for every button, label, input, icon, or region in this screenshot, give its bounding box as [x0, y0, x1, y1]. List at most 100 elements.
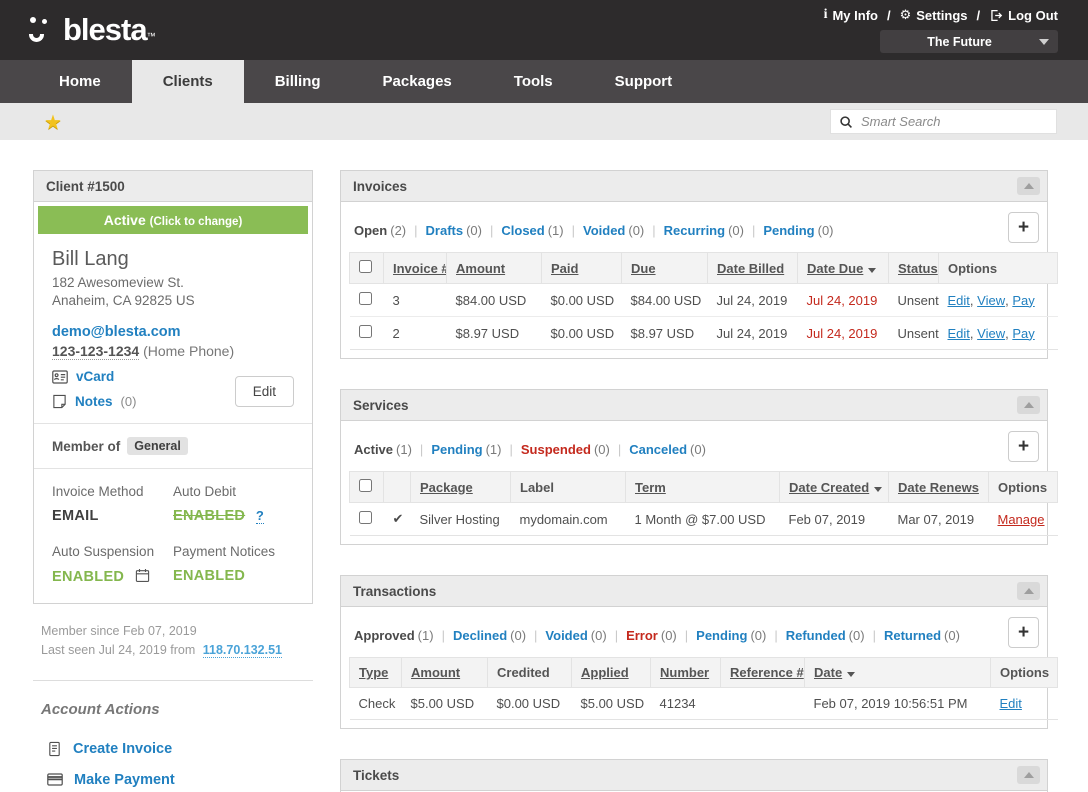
page-content: Client #1500 Active (Click to change) Bi… [0, 140, 1088, 792]
col-package[interactable]: Package [420, 479, 473, 495]
service-row-checkbox[interactable] [358, 511, 372, 524]
phone-number[interactable]: 123-123-1234 [52, 343, 140, 361]
col-amount[interactable]: Amount [411, 665, 461, 680]
status-label: Active [103, 212, 146, 228]
transactions-header-row: Type Amount Credited Applied Number Refe… [349, 657, 1058, 688]
overdue-date: Jul 24, 2019 [797, 283, 889, 317]
company-dropdown[interactable]: The Future [880, 30, 1058, 53]
col-invoice-number[interactable]: Invoice # [393, 260, 447, 276]
vcard-icon [52, 370, 68, 384]
filter-approved[interactable]: Approved (1) [354, 628, 434, 643]
my-info-link[interactable]: i My Info [823, 7, 878, 23]
tab-home[interactable]: Home [59, 73, 101, 90]
transaction-row: Check $5.00 USD $0.00 USD $5.00 USD 4123… [349, 687, 1058, 720]
add-invoice-button[interactable]: + [1008, 212, 1039, 243]
filter-voided[interactable]: Voided (0) [583, 223, 645, 238]
col-applied[interactable]: Applied [581, 665, 629, 680]
invoice-row-checkbox[interactable] [358, 292, 372, 305]
auto-suspension-cell: Auto Suspension ENABLED [52, 544, 173, 585]
collapse-transactions-button[interactable] [1017, 582, 1040, 600]
payment-notices-cell: Payment Notices ENABLED [173, 544, 294, 585]
invoice-method-label: Invoice Method [52, 484, 144, 500]
filter-active[interactable]: Active (1) [354, 442, 412, 457]
favorite-star-icon[interactable]: ★ [44, 109, 62, 134]
tab-support[interactable]: Support [614, 73, 673, 90]
blesta-logo: blesta ™ [28, 14, 156, 45]
log-out-link[interactable]: Log Out [989, 8, 1058, 23]
action-create-invoice[interactable]: Create Invoice [47, 741, 305, 757]
filter-open[interactable]: Open (2) [354, 223, 407, 238]
calendar-icon[interactable] [135, 568, 150, 583]
invoice-view-link[interactable]: View [977, 293, 1012, 308]
col-options: Options [998, 479, 1048, 495]
action-make-payment[interactable]: Make Payment [47, 772, 305, 788]
client-sidebar: Client #1500 Active (Click to change) Bi… [33, 170, 313, 792]
invoice-row-checkbox[interactable] [358, 325, 372, 338]
filter-declined[interactable]: Declined (0) [452, 628, 527, 643]
filter-pending[interactable]: Pending (0) [696, 628, 767, 643]
col-term[interactable]: Term [635, 479, 666, 495]
collapse-invoices-button[interactable] [1017, 177, 1040, 195]
collapse-arrow-icon [1023, 183, 1034, 189]
col-date[interactable]: Date [814, 665, 843, 680]
vcard-link[interactable]: vCard [76, 369, 115, 385]
col-paid[interactable]: Paid [551, 260, 579, 276]
client-settings-grid: Invoice Method EMAIL Auto Debit ENABLED … [34, 468, 312, 603]
col-number[interactable]: Number [660, 665, 710, 680]
tab-clients[interactable]: Clients [131, 60, 244, 103]
auto-suspension-value: ENABLED [52, 569, 125, 586]
add-transaction-button[interactable]: + [1008, 617, 1039, 648]
last-seen-ip-link[interactable]: 118.70.132.51 [202, 643, 282, 659]
col-date-billed[interactable]: Date Billed [717, 260, 785, 276]
add-service-button[interactable]: + [1008, 431, 1039, 462]
invoice-edit-link[interactable]: Edit [948, 293, 978, 308]
settings-link[interactable]: ⚙ Settings [899, 7, 968, 23]
col-status[interactable]: Status [898, 260, 938, 276]
filter-closed[interactable]: Closed (1) [501, 223, 564, 238]
edit-client-button[interactable]: Edit [234, 376, 294, 408]
filter-recurring[interactable]: Recurring (0) [663, 223, 744, 238]
client-status-bar[interactable]: Active (Click to change) [38, 206, 308, 234]
tab-packages[interactable]: Packages [382, 73, 452, 90]
filter-pending[interactable]: Pending (0) [763, 223, 834, 238]
filter-error[interactable]: Error (0) [626, 628, 677, 643]
payment-notices-value: ENABLED [173, 568, 246, 585]
col-date-renews[interactable]: Date Renews [898, 479, 979, 495]
col-date-due[interactable]: Date Due [807, 260, 864, 276]
client-meta: Member since Feb 07, 2019 Last seen Jul … [33, 604, 313, 660]
transaction-edit-link[interactable]: Edit [999, 696, 1022, 711]
services-panel-header: Services [341, 390, 1047, 421]
filter-canceled[interactable]: Canceled (0) [629, 442, 706, 457]
invoice-edit-link[interactable]: Edit [948, 326, 978, 341]
notes-link[interactable]: Notes [75, 394, 113, 410]
invoice-view-link[interactable]: View [977, 326, 1012, 341]
col-date-created[interactable]: Date Created [789, 479, 870, 495]
auto-debit-help-tooltip[interactable]: ? [255, 508, 264, 525]
invoice-pay-link[interactable]: Pay [1012, 292, 1035, 308]
filter-suspended[interactable]: Suspended (0) [520, 442, 610, 457]
col-type[interactable]: Type [359, 665, 389, 680]
invoice-method-value: EMAIL [52, 508, 99, 525]
invoice-pay-link[interactable]: Pay [1012, 325, 1035, 341]
tab-tools[interactable]: Tools [513, 73, 553, 90]
collapse-tickets-button[interactable] [1017, 766, 1040, 784]
filter-pending[interactable]: Pending (1) [431, 442, 502, 457]
client-group-badge: General [127, 437, 188, 456]
filter-refunded[interactable]: Refunded (0) [785, 628, 865, 643]
collapse-services-button[interactable] [1017, 396, 1040, 414]
client-email-link[interactable]: demo@blesta.com [52, 324, 181, 341]
tab-billing[interactable]: Billing [274, 73, 321, 90]
col-amount[interactable]: Amount [456, 260, 506, 276]
notes-icon [53, 395, 66, 409]
col-reference[interactable]: Reference # [730, 665, 804, 680]
select-all-invoices-checkbox[interactable] [359, 260, 372, 273]
col-due[interactable]: Due [631, 260, 656, 276]
filter-returned[interactable]: Returned (0) [883, 628, 960, 643]
account-actions-list: Create Invoice Make Payment Record Payme… [33, 718, 313, 792]
service-manage-link[interactable]: Manage [997, 511, 1045, 527]
search-input[interactable] [861, 114, 1048, 129]
notes-count: (0) [120, 394, 137, 410]
filter-voided[interactable]: Voided (0) [545, 628, 607, 643]
select-all-services-checkbox[interactable] [359, 479, 372, 492]
filter-drafts[interactable]: Drafts (0) [425, 223, 482, 238]
